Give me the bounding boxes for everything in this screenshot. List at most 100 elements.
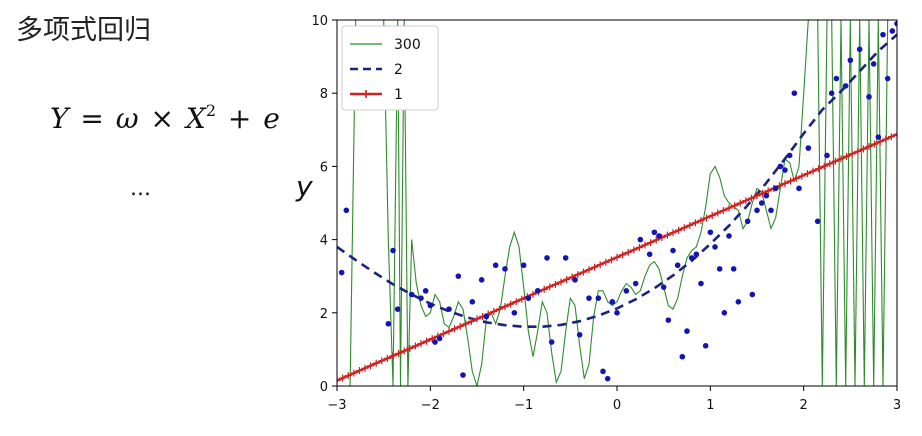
data-point (614, 310, 620, 316)
series-1-marker (337, 377, 341, 385)
x-tick-label: 0 (613, 398, 621, 413)
series-1-marker (635, 243, 643, 251)
x-tick-label: −1 (514, 398, 533, 413)
series-1-marker (787, 177, 795, 185)
series-1-marker (691, 219, 699, 227)
series-1-marker (882, 135, 890, 143)
x-tick-label: 1 (706, 398, 714, 413)
data-point (651, 229, 658, 236)
data-point (754, 207, 760, 214)
series-1-marker (602, 258, 610, 266)
series-1-marker (546, 283, 554, 291)
series-1-marker (350, 369, 358, 377)
series-1-marker (568, 273, 576, 281)
formula-plus: + (227, 102, 252, 135)
series-1-marker (619, 251, 627, 259)
formula-lhs: Y (50, 102, 69, 135)
data-point (623, 288, 630, 294)
series-1-marker (798, 172, 806, 180)
data-point (646, 251, 653, 258)
series-1-marker (809, 167, 817, 175)
series-1-marker (439, 330, 447, 338)
series-1-marker (815, 165, 823, 173)
data-point (674, 262, 681, 269)
data-point (791, 90, 798, 96)
data-point (665, 317, 672, 323)
series-1-marker (792, 175, 800, 183)
series-1-marker (372, 359, 380, 367)
data-point (772, 185, 779, 192)
series-1-marker (837, 155, 845, 163)
series-1-marker (378, 357, 386, 365)
series-1-marker (680, 224, 688, 232)
series-1-marker (344, 372, 352, 380)
series-1-marker (820, 162, 828, 170)
data-point (847, 57, 854, 64)
series-1-marker (383, 354, 391, 362)
series-1-marker (417, 340, 425, 348)
y-tick-label: 10 (311, 14, 328, 29)
series-1-marker (411, 342, 419, 350)
left-panel: 多项式回归 Y = ω × X2 + e ... (0, 0, 300, 432)
series-1-marker (451, 325, 459, 333)
data-point (744, 218, 751, 225)
data-point (656, 233, 662, 239)
data-point (670, 247, 676, 254)
series-1-marker (624, 248, 632, 256)
series-1-marker (865, 143, 873, 151)
series-1-marker (490, 308, 498, 316)
data-point (735, 299, 742, 305)
y-tick-label: 8 (320, 87, 328, 102)
data-point (390, 247, 396, 254)
series-1-marker (540, 285, 548, 293)
series-1-marker (501, 303, 509, 311)
data-point (460, 372, 466, 378)
series-1-marker (630, 246, 638, 254)
series-1-marker (753, 192, 761, 200)
series-1-marker (551, 280, 559, 288)
data-point (446, 306, 452, 312)
series-1-marker (557, 278, 565, 286)
series-1-marker (518, 295, 526, 303)
formula-omega: ω (115, 102, 139, 135)
data-point (721, 310, 728, 316)
data-point (385, 320, 392, 327)
axes-layer: −3 −2 −1 0 1 2 3 0 2 4 6 8 10 (311, 14, 901, 413)
data-point (866, 94, 872, 100)
data-point (894, 20, 897, 27)
data-point (688, 255, 695, 261)
data-point (604, 375, 611, 382)
series-1-marker (395, 349, 403, 357)
series-1-marker (803, 170, 811, 178)
y-axis-label: y (295, 170, 313, 203)
series-1-marker (400, 347, 408, 355)
formula-times: × (150, 102, 174, 135)
chart-container: −3 −2 −1 0 1 2 3 0 2 4 6 8 10 y 300 2 1 (280, 0, 922, 432)
data-point (889, 28, 896, 34)
series-1-marker (596, 261, 604, 269)
legend-entry-1-marker (362, 90, 370, 98)
data-point (698, 280, 704, 287)
series-1-marker (389, 352, 397, 360)
series-1-marker (893, 130, 897, 138)
data-point (684, 328, 690, 334)
series-1-marker (742, 197, 750, 205)
formula-x: X (185, 102, 206, 135)
data-point (525, 295, 532, 301)
polynomial-regression-chart: −3 −2 −1 0 1 2 3 0 2 4 6 8 10 y 300 2 1 (295, 14, 901, 413)
data-point (716, 266, 723, 272)
x-tick-label: 3 (893, 398, 901, 413)
series-1-marker (719, 207, 727, 215)
x-tick-label: −2 (421, 398, 440, 413)
series-1-marker (663, 231, 671, 239)
series-1-marker (428, 335, 436, 343)
formula-equals: = (80, 102, 104, 135)
series-1-marker (512, 298, 520, 306)
data-point (576, 331, 583, 338)
data-point (478, 277, 485, 283)
series-1-marker (708, 211, 716, 219)
series-1-marker (731, 202, 739, 210)
data-point (856, 46, 863, 53)
y-tick-label: 2 (320, 307, 328, 322)
data-point (534, 288, 541, 294)
